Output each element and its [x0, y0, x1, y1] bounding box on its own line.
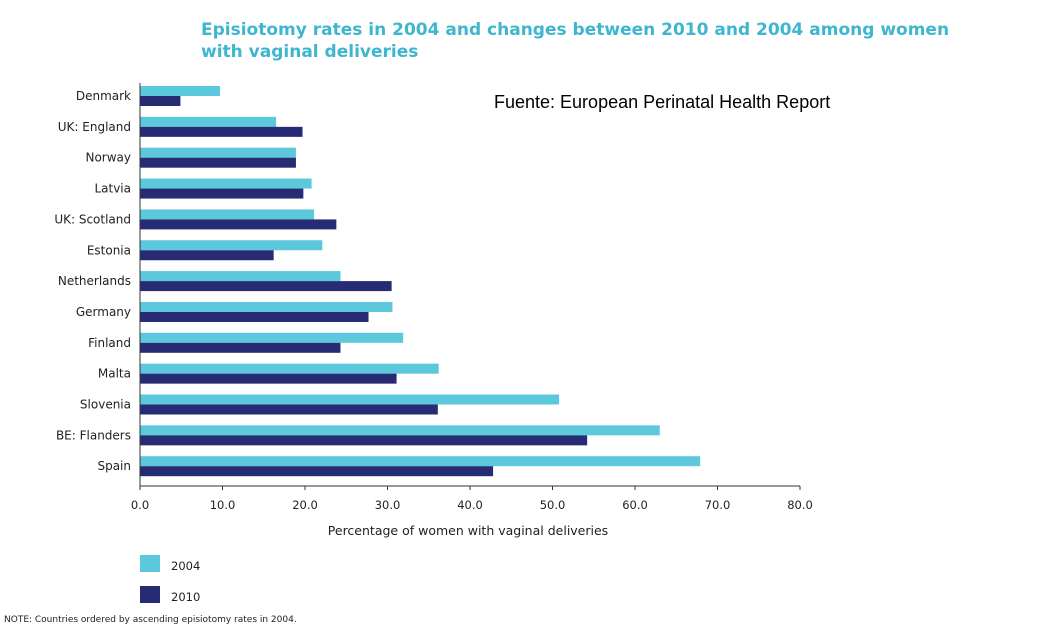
bar-2004-germany [140, 301, 393, 312]
x-tick-label: 60.0 [622, 498, 648, 512]
category-label: BE: Flanders [56, 428, 131, 442]
bar-2004-slovenia [140, 394, 560, 405]
bar-2004-uk-england [140, 116, 277, 127]
bar-2004-denmark [140, 86, 221, 96]
bar-2004-malta [140, 363, 439, 374]
x-tick-label: 20.0 [292, 498, 318, 512]
bar-2004-spain [140, 456, 701, 467]
legend-label-2004: 2004 [171, 559, 200, 573]
x-tick-label: 30.0 [375, 498, 401, 512]
category-label: Finland [88, 336, 131, 350]
bar-2004-finland [140, 332, 404, 343]
bars-group [140, 86, 701, 477]
bar-2010-latvia [140, 188, 304, 199]
legend-swatch-2010 [140, 586, 160, 603]
bar-2010-norway [140, 157, 296, 168]
legend-swatch-2004 [140, 555, 160, 572]
source-note: Fuente: European Perinatal Health Report [494, 92, 830, 112]
bar-2010-netherlands [140, 281, 392, 292]
category-label: Estonia [87, 243, 131, 257]
bar-2010-denmark [140, 96, 181, 106]
bar-2004-be-flanders [140, 425, 660, 436]
chart-title-line1: Episiotomy rates in 2004 and changes bet… [201, 20, 949, 40]
bar-2004-latvia [140, 178, 312, 189]
bar-2004-estonia [140, 240, 323, 251]
x-tick-label: 70.0 [705, 498, 731, 512]
chart-note: NOTE: Countries ordered by ascending epi… [4, 615, 297, 625]
bar-2010-slovenia [140, 404, 438, 415]
category-label: UK: Scotland [54, 212, 131, 226]
bar-2010-spain [140, 466, 494, 477]
category-labels: Denmark UK: England Norway Latvia UK: Scotla… [54, 89, 131, 473]
category-label: Germany [76, 305, 131, 319]
bar-2010-malta [140, 373, 397, 384]
category-label: Netherlands [58, 274, 131, 288]
bar-2010-be-flanders [140, 435, 588, 446]
x-tick-label: 80.0 [787, 498, 813, 512]
chart-title-line2: with vaginal deliveries [201, 42, 418, 62]
category-label: UK: England [58, 120, 131, 134]
bar-2010-finland [140, 342, 341, 353]
category-label: Slovenia [80, 398, 131, 412]
bar-2010-uk-england [140, 126, 303, 137]
bar-2010-estonia [140, 250, 274, 261]
bar-2004-netherlands [140, 271, 341, 282]
x-tick-label: 0.0 [131, 498, 149, 512]
x-tick-label: 10.0 [210, 498, 236, 512]
category-label: Denmark [76, 89, 131, 103]
bar-2004-norway [140, 147, 296, 158]
category-label: Latvia [94, 182, 131, 196]
bar-2010-germany [140, 311, 369, 322]
x-axis-label: Percentage of women with vaginal deliver… [328, 523, 608, 538]
category-label: Spain [97, 459, 131, 473]
bar-2004-uk-scotland [140, 209, 315, 220]
bar-2010-uk-scotland [140, 219, 337, 230]
x-tick-label: 40.0 [457, 498, 483, 512]
category-label: Malta [98, 367, 131, 381]
x-tick-label: 50.0 [540, 498, 566, 512]
legend-label-2010: 2010 [171, 590, 200, 604]
category-label: Norway [85, 151, 131, 165]
x-tick-labels: 0.0 10.0 20.0 30.0 40.0 50.0 60.0 70.0 80.0 [131, 486, 813, 512]
